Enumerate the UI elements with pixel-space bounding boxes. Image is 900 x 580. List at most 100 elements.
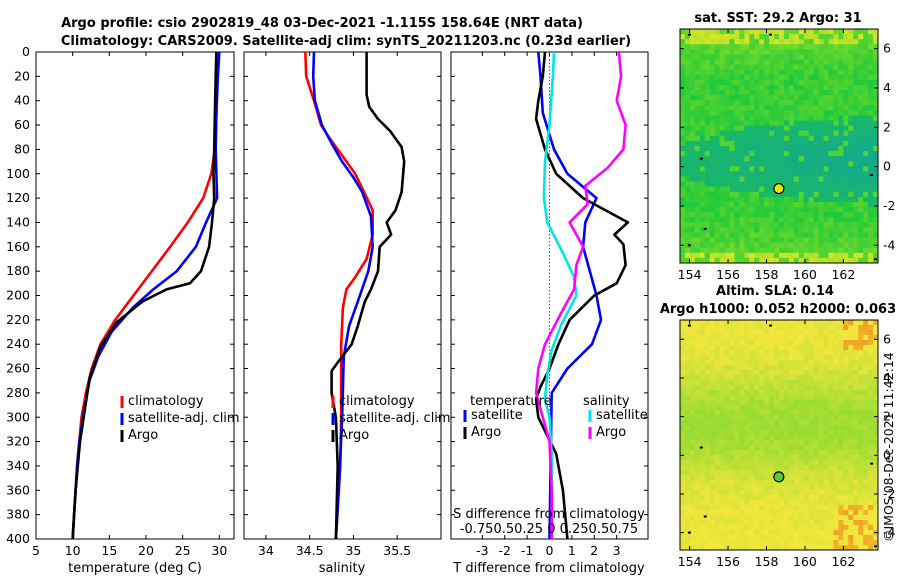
heatmap-cell xyxy=(848,380,854,386)
heatmap-cell xyxy=(823,475,829,481)
heatmap-cell xyxy=(689,34,696,40)
heatmap-cell xyxy=(759,535,765,541)
heatmap-cell xyxy=(818,151,825,157)
heatmap-cell xyxy=(684,320,691,326)
heatmap-cell xyxy=(848,430,854,436)
heatmap-cell xyxy=(833,39,839,45)
heatmap-cell xyxy=(808,500,815,506)
heatmap-cell xyxy=(808,350,815,356)
heatmap-cell xyxy=(858,490,864,496)
heatmap-cell xyxy=(858,435,864,441)
heatmap-cell xyxy=(749,330,755,336)
heatmap-cell xyxy=(729,380,735,386)
heatmap-cell xyxy=(808,370,815,376)
heatmap-cell xyxy=(684,480,691,486)
heatmap-cell xyxy=(719,495,726,501)
heatmap-cell xyxy=(680,430,686,436)
heatmap-cell xyxy=(714,355,721,361)
heatmap-cell xyxy=(813,535,820,541)
heatmap-cell xyxy=(813,490,820,496)
heatmap-cell xyxy=(694,365,701,371)
heatmap-cell xyxy=(694,146,701,152)
heatmap-cell xyxy=(719,485,726,491)
heatmap-cell xyxy=(868,520,874,526)
heatmap-cell xyxy=(704,540,711,546)
heatmap-cell xyxy=(719,390,726,396)
heatmap-cell xyxy=(783,510,790,516)
heatmap-cell xyxy=(774,490,780,496)
heatmap-cell xyxy=(714,400,721,406)
heatmap-cell xyxy=(739,156,745,162)
heatmap-cell xyxy=(729,485,735,491)
heatmap-cell xyxy=(714,247,721,254)
heatmap-cell xyxy=(788,530,795,536)
heatmap-cell xyxy=(793,166,800,172)
heatmap-cell xyxy=(828,207,834,213)
heatmap-cell xyxy=(704,151,711,157)
heatmap-cell xyxy=(863,100,869,106)
heatmap-cell xyxy=(734,171,740,178)
heatmap-cell xyxy=(704,530,711,536)
heatmap-cell xyxy=(754,355,760,361)
heatmap-cell xyxy=(739,64,745,71)
heatmap-cell xyxy=(873,355,879,361)
heatmap-cell xyxy=(764,435,770,441)
heatmap-cell xyxy=(759,105,765,111)
heatmap-cell xyxy=(808,135,815,142)
heatmap-cell xyxy=(759,39,765,45)
heatmap-cell xyxy=(709,105,716,111)
heatmap-cell xyxy=(734,166,740,172)
heatmap-cell xyxy=(813,34,820,40)
heatmap-cell xyxy=(744,435,750,441)
heatmap-cell xyxy=(828,100,834,106)
heatmap-cell xyxy=(734,110,740,116)
heatmap-cell xyxy=(783,232,790,239)
heatmap-cell xyxy=(709,176,716,183)
heatmap-cell xyxy=(680,181,686,188)
heatmap-cell xyxy=(798,74,805,81)
heatmap-cell xyxy=(699,242,706,249)
heatmap-cell xyxy=(749,365,755,371)
heatmap-cell xyxy=(749,505,755,511)
heatmap-cell xyxy=(689,370,696,376)
heatmap-cell xyxy=(749,34,755,40)
heatmap-cell xyxy=(739,345,745,351)
heatmap-cell xyxy=(848,74,854,81)
heatmap-cell xyxy=(680,415,686,421)
heatmap-cell xyxy=(724,242,730,249)
heatmap-cell xyxy=(783,520,790,526)
heatmap-cell xyxy=(788,385,795,391)
heatmap-cell xyxy=(813,49,820,55)
heatmap-cell xyxy=(793,49,800,55)
heatmap-cell xyxy=(734,490,740,496)
heatmap-cell xyxy=(754,350,760,356)
heatmap-cell xyxy=(724,370,730,376)
heatmap-cell xyxy=(774,365,780,371)
heatmap-cell xyxy=(704,370,711,376)
heatmap-cell xyxy=(808,440,815,446)
heatmap-cell xyxy=(724,95,730,101)
heatmap-cell xyxy=(684,212,691,218)
heatmap-cell xyxy=(788,186,795,193)
heatmap-cell xyxy=(838,196,844,203)
heatmap-cell xyxy=(734,435,740,441)
heatmap-cell xyxy=(833,90,839,96)
heatmap-cell xyxy=(808,510,815,516)
heatmap-cell xyxy=(714,370,721,376)
heatmap-cell xyxy=(714,345,721,351)
heatmap-cell xyxy=(783,252,790,259)
heatmap-cell xyxy=(858,110,864,116)
heatmap-cell xyxy=(838,166,844,172)
heatmap-cell xyxy=(764,470,770,476)
heatmap-cell xyxy=(754,345,760,351)
heatmap-cell xyxy=(680,135,686,142)
heatmap-cell xyxy=(729,29,735,35)
heatmap-cell xyxy=(828,540,834,546)
heatmap-cell xyxy=(680,505,686,511)
heatmap-cell xyxy=(798,161,805,167)
heatmap-cell xyxy=(754,69,760,76)
heatmap-cell xyxy=(734,181,740,188)
heatmap-cell xyxy=(823,34,829,40)
heatmap-cell xyxy=(724,540,730,546)
heatmap-cell xyxy=(823,415,829,421)
